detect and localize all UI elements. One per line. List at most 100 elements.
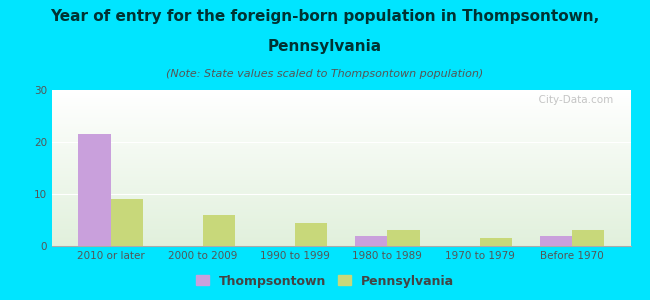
Bar	[52, 232, 630, 233]
Bar	[52, 98, 630, 99]
Bar	[52, 103, 630, 104]
Bar	[52, 126, 630, 128]
Bar	[52, 198, 630, 199]
Bar	[52, 93, 630, 95]
Bar	[52, 109, 630, 110]
Bar	[78, 134, 111, 246]
Bar	[52, 121, 630, 123]
Bar	[52, 137, 630, 138]
Bar	[52, 194, 630, 196]
Bar	[52, 99, 630, 101]
Bar	[52, 233, 630, 235]
Bar	[572, 230, 604, 246]
Bar	[52, 185, 630, 187]
Bar	[52, 151, 630, 152]
Bar	[52, 120, 630, 121]
Bar	[52, 199, 630, 201]
Bar	[52, 216, 630, 218]
Bar	[52, 113, 630, 115]
Bar	[52, 227, 630, 229]
Bar	[52, 208, 630, 210]
Bar	[52, 142, 630, 143]
Bar	[52, 145, 630, 146]
Bar	[52, 165, 630, 166]
Text: Year of entry for the foreign-born population in Thompsontown,: Year of entry for the foreign-born popul…	[51, 9, 599, 24]
Bar	[52, 237, 630, 238]
Bar	[52, 123, 630, 124]
Bar	[480, 238, 512, 246]
Bar	[540, 236, 572, 246]
Bar	[52, 238, 630, 240]
Bar	[52, 191, 630, 193]
Bar	[52, 221, 630, 223]
Bar	[52, 243, 630, 244]
Bar	[52, 179, 630, 181]
Bar	[52, 226, 630, 227]
Bar	[52, 190, 630, 191]
Bar	[52, 196, 630, 198]
Bar	[52, 124, 630, 126]
Bar	[52, 95, 630, 96]
Bar	[52, 204, 630, 206]
Bar	[52, 152, 630, 154]
Bar	[52, 230, 630, 232]
Bar	[52, 134, 630, 135]
Bar	[52, 235, 630, 237]
Bar	[52, 182, 630, 184]
Bar	[52, 171, 630, 173]
Bar	[52, 187, 630, 188]
Bar	[52, 132, 630, 134]
Bar	[52, 212, 630, 213]
Bar	[52, 173, 630, 174]
Bar	[52, 244, 630, 246]
Bar	[52, 107, 630, 109]
Bar	[52, 106, 630, 107]
Bar	[52, 223, 630, 224]
Bar	[52, 241, 630, 243]
Bar	[52, 96, 630, 98]
Bar	[52, 101, 630, 103]
Bar	[52, 201, 630, 202]
Bar	[52, 146, 630, 148]
Bar	[52, 207, 630, 208]
Bar	[52, 162, 630, 163]
Bar	[52, 104, 630, 106]
Bar	[52, 202, 630, 204]
Bar	[52, 110, 630, 112]
Bar	[111, 199, 143, 246]
Bar	[52, 169, 630, 171]
Bar	[52, 167, 630, 168]
Bar	[52, 143, 630, 145]
Bar	[295, 223, 328, 246]
Bar	[52, 140, 630, 142]
Bar	[52, 118, 630, 120]
Bar	[52, 155, 630, 157]
Text: (Note: State values scaled to Thompsontown population): (Note: State values scaled to Thompsonto…	[166, 69, 484, 79]
Bar	[52, 206, 630, 207]
Bar	[52, 112, 630, 113]
Bar	[52, 115, 630, 116]
Bar	[52, 130, 630, 132]
Bar	[52, 138, 630, 140]
Bar	[52, 240, 630, 241]
Bar	[52, 116, 630, 118]
Bar	[52, 92, 630, 93]
Bar	[52, 176, 630, 177]
Legend: Thompsontown, Pennsylvania: Thompsontown, Pennsylvania	[190, 268, 460, 294]
Bar	[52, 193, 630, 194]
Text: Pennsylvania: Pennsylvania	[268, 39, 382, 54]
Bar	[52, 129, 630, 130]
Bar	[52, 157, 630, 159]
Text: City-Data.com: City-Data.com	[532, 95, 613, 105]
Bar	[52, 154, 630, 155]
Bar	[52, 160, 630, 162]
Bar	[52, 163, 630, 165]
Bar	[203, 215, 235, 246]
Bar	[52, 213, 630, 215]
Bar	[52, 229, 630, 230]
Bar	[355, 236, 387, 246]
Bar	[52, 159, 630, 160]
Bar	[387, 230, 420, 246]
Bar	[52, 148, 630, 149]
Bar	[52, 218, 630, 220]
